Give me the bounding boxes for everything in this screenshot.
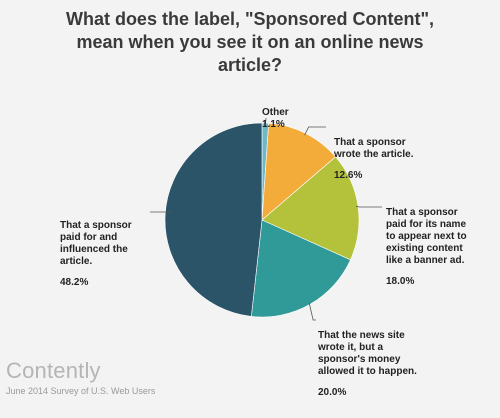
brand-logo: Contently xyxy=(6,358,101,383)
slice-news-site-wrote xyxy=(251,219,351,318)
slice-sponsor-banner xyxy=(261,156,360,261)
source-note: June 2014 Survey of U.S. Web Users xyxy=(6,386,156,396)
slice-label-sponsor-wrote: That a sponsor wrote the article. 12.6% xyxy=(334,125,413,194)
slice-label-value: 20.0% xyxy=(318,387,347,398)
slice-label-text: That a sponsor paid for its name to appe… xyxy=(386,207,467,266)
slice-label-news-site-wrote: That the news site wrote it, but a spons… xyxy=(318,318,417,411)
slice-label-value: 18.0% xyxy=(386,276,415,287)
leader-line xyxy=(304,126,326,136)
slice-sponsor-influenced xyxy=(164,122,263,317)
slice-label-value: 48.2% xyxy=(60,277,89,288)
slice-label-text: That a sponsor paid for and influenced t… xyxy=(60,220,132,267)
slice-label-sponsor-banner: That a sponsor paid for its name to appe… xyxy=(386,195,467,300)
slice-label-text: That a sponsor wrote the article. xyxy=(334,137,414,160)
slice-label-value: 12.6% xyxy=(334,170,363,181)
leader-line xyxy=(355,206,382,208)
slice-label-value: 1.1% xyxy=(262,119,285,130)
slice-label-text: Other xyxy=(262,107,289,118)
slice-label-text: That the news site wrote it, but a spons… xyxy=(318,330,417,377)
slice-label-sponsor-influenced: That a sponsor paid for and influenced t… xyxy=(60,208,132,301)
chart-title: What does the label, "Sponsored Content"… xyxy=(65,9,435,75)
leader-line xyxy=(264,117,267,126)
leader-line xyxy=(308,302,316,321)
slice-label-other: Other 1.1% xyxy=(262,95,289,143)
